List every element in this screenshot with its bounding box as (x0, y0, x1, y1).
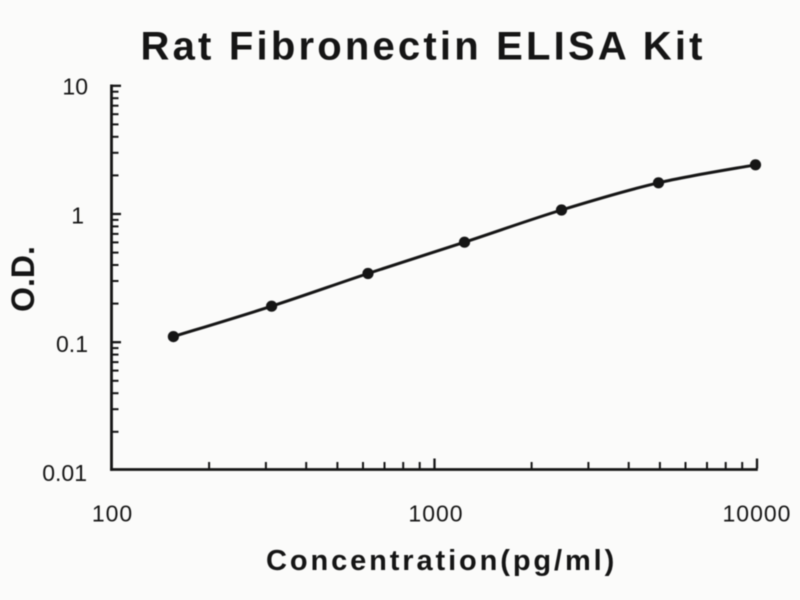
svg-text:1000: 1000 (408, 500, 463, 526)
svg-text:0.1: 0.1 (56, 331, 88, 357)
svg-text:100: 100 (92, 500, 133, 526)
svg-text:O.D.: O.D. (5, 246, 41, 312)
svg-text:Concentration(pg/ml): Concentration(pg/ml) (266, 545, 617, 577)
svg-text:10: 10 (62, 73, 88, 99)
svg-text:10000: 10000 (723, 500, 792, 526)
svg-text:1: 1 (71, 202, 84, 228)
svg-text:Rat Fibronectin ELISA Kit: Rat Fibronectin ELISA Kit (141, 25, 706, 69)
svg-text:0.01: 0.01 (42, 460, 87, 486)
